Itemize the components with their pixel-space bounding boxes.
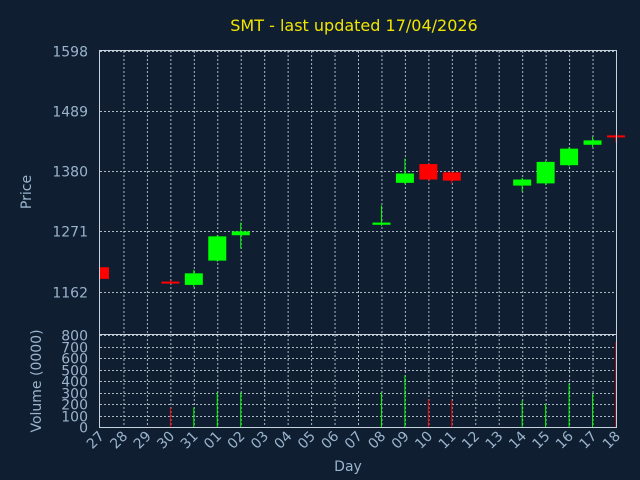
x-tick-label: 16 xyxy=(553,428,577,452)
volume-tick-label: 600 xyxy=(61,352,88,368)
x-tick-label: 13 xyxy=(483,429,507,453)
x-tick-label: 08 xyxy=(365,429,389,453)
candle-body xyxy=(184,273,203,285)
price-tick-label: 1598 xyxy=(52,45,88,61)
candle xyxy=(560,146,579,167)
candle-body xyxy=(513,179,532,186)
candle-body xyxy=(395,173,414,183)
x-tick-label: 09 xyxy=(389,429,413,453)
candle xyxy=(419,162,438,181)
candles xyxy=(99,134,625,288)
x-tick-label: 28 xyxy=(107,429,131,453)
x-tick-label: 11 xyxy=(436,429,460,453)
volume-axis-label: Volume (0000) xyxy=(29,329,45,432)
volume-tick-label: 800 xyxy=(61,329,88,345)
price-grid xyxy=(100,51,616,334)
candle-body xyxy=(442,172,461,181)
y-axis-label: Price xyxy=(19,175,35,209)
candle xyxy=(372,205,391,226)
candle xyxy=(583,136,602,147)
candle xyxy=(536,160,555,186)
x-tick-label: 29 xyxy=(131,429,155,453)
volume-grid xyxy=(100,335,616,428)
volume-tick-label: 0 xyxy=(79,421,88,437)
x-tick-label: 03 xyxy=(248,429,272,453)
candle xyxy=(395,158,414,184)
x-tick-label: 14 xyxy=(506,428,530,452)
x-tick-label: 30 xyxy=(154,429,178,453)
candle-body xyxy=(583,140,602,145)
x-tick-label: 10 xyxy=(412,429,436,453)
x-tick-label: 02 xyxy=(225,429,249,453)
volume-tick-label: 300 xyxy=(61,387,88,403)
candle xyxy=(208,235,227,262)
x-tick-label: 04 xyxy=(272,428,296,452)
x-tick-label: 18 xyxy=(600,429,624,453)
candle xyxy=(99,267,109,279)
candle-body xyxy=(161,281,180,284)
price-tick-label: 1489 xyxy=(52,105,88,121)
candle xyxy=(184,270,203,288)
candle-body xyxy=(208,236,227,261)
candle xyxy=(513,177,532,192)
x-tick-label: 17 xyxy=(576,429,600,453)
price-tick-label: 1380 xyxy=(52,165,88,181)
candle-body xyxy=(231,231,250,236)
candle xyxy=(161,279,180,284)
candle-body xyxy=(372,222,391,225)
volume-panel-frame xyxy=(99,334,617,428)
volume-tick-label: 500 xyxy=(61,364,88,380)
volume-tick-label: 100 xyxy=(61,410,88,426)
volume-tick-label: 700 xyxy=(61,341,88,357)
x-tick-label: 05 xyxy=(295,429,319,453)
price-tick-labels: 1598 1489 1380 1271 1162 xyxy=(52,45,88,302)
chart-title: SMT - last updated 17/04/2026 xyxy=(230,16,477,35)
x-tick-label: 07 xyxy=(342,429,366,453)
candle-body xyxy=(419,164,438,180)
x-tick-labels: 27 28 29 30 31 01 02 03 04 05 06 07 08 09 10 11 12 13 14 15… xyxy=(84,428,624,452)
price-tick-label: 1271 xyxy=(52,225,88,241)
candle-body xyxy=(100,267,109,279)
candle-body xyxy=(536,161,555,184)
volume-bars xyxy=(169,341,617,427)
price-tick-label: 1162 xyxy=(52,286,88,302)
x-tick-label: 31 xyxy=(178,429,202,453)
volume-tick-label: 400 xyxy=(61,375,88,391)
candle xyxy=(231,222,250,249)
x-axis-label: Day xyxy=(334,459,362,475)
candle-body xyxy=(560,148,579,166)
volume-tick-label: 200 xyxy=(61,398,88,414)
candle xyxy=(442,171,461,184)
x-tick-label: 06 xyxy=(318,428,342,452)
x-tick-label: 12 xyxy=(459,429,483,453)
x-tick-label: 01 xyxy=(201,429,225,453)
x-tick-label: 15 xyxy=(530,429,554,453)
